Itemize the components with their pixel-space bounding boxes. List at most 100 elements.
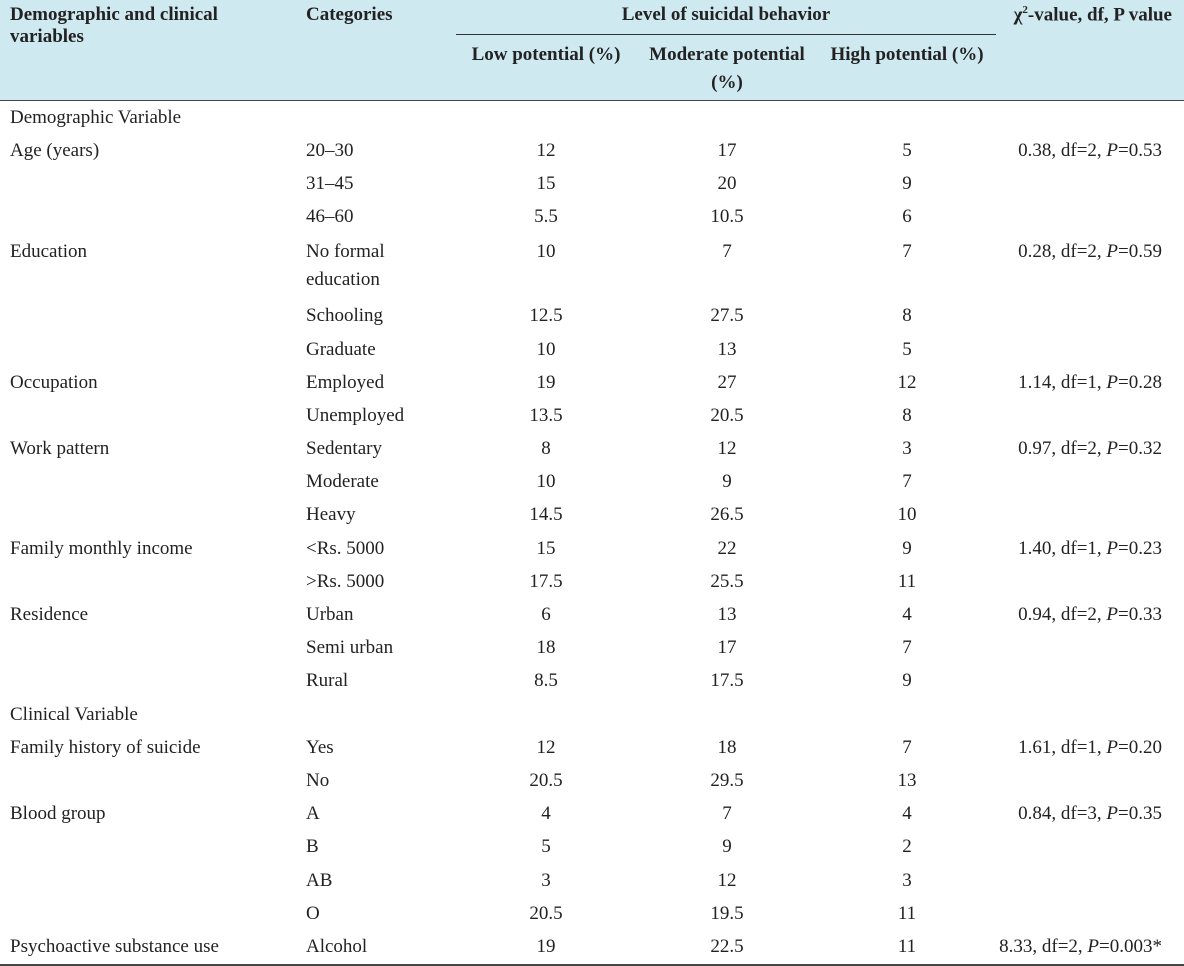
category-cell: Alcohol: [296, 930, 456, 966]
chi-square-cell: [996, 466, 1184, 499]
high-potential-cell: 7: [902, 240, 912, 262]
moderate-potential-cell: 12: [717, 869, 737, 891]
moderate-potential-cell: 20: [717, 172, 737, 194]
chi-square-cell: 1.61, df=1, P=0.20: [996, 731, 1184, 764]
low-potential-cell: 8: [541, 438, 551, 460]
variable-cell: [0, 466, 296, 499]
category-cell: Rural: [306, 670, 349, 692]
variable-cell: [0, 201, 296, 234]
category-cell: Unemployed: [306, 404, 405, 426]
table-row: Rural 8.5 17.5 9: [0, 665, 1184, 698]
category-cell: No: [306, 769, 330, 791]
low-potential-cell: 10: [536, 240, 556, 262]
p-value: =0.32: [1118, 438, 1162, 460]
variable-cell: Psychoactive substance use: [0, 930, 296, 966]
chi-square-cell: [996, 698, 1184, 731]
p-label: P: [1106, 139, 1119, 161]
high-potential-cell: 11: [897, 902, 917, 924]
low-potential-cell: 3: [541, 869, 551, 891]
low-potential-cell: 4: [541, 803, 551, 825]
chi-square-cell: 0.97, df=2, P=0.32: [996, 433, 1184, 466]
table-row: Graduate 10 13 5: [0, 333, 1184, 366]
low-potential-cell: 17.5: [529, 570, 563, 592]
moderate-potential-cell: 27: [717, 371, 737, 393]
chi-square-value: 0.28, df=2,: [1018, 240, 1107, 262]
chi-square-cell: [996, 499, 1184, 532]
low-potential-cell: 15: [536, 537, 556, 559]
high-potential-cell: 2: [902, 836, 912, 858]
category-cell: 31–45: [306, 172, 354, 194]
low-potential-cell: 12: [536, 736, 556, 758]
chi-square-cell: [996, 101, 1184, 135]
low-potential-cell: 5: [541, 836, 551, 858]
table-body: Demographic Variable Age (years) 20–30 12 17…: [0, 101, 1184, 966]
variable-cell: [0, 764, 296, 797]
variable-cell: Family monthly income: [10, 537, 193, 559]
high-potential-cell: 9: [902, 172, 912, 194]
moderate-potential-cell: 12: [717, 438, 737, 460]
moderate-potential-cell: 22.5: [636, 930, 818, 966]
low-potential-cell: 10: [536, 471, 556, 493]
p-value: =0.003*: [1099, 935, 1162, 957]
low-potential-cell: 13.5: [529, 404, 563, 426]
moderate-potential-cell: 9: [722, 471, 732, 493]
high-potential-cell: 6: [902, 206, 912, 228]
chi-square-cell: [996, 201, 1184, 234]
low-potential-cell: 20.5: [529, 769, 563, 791]
chi-square-cell: [996, 167, 1184, 200]
variable-cell: Work pattern: [10, 438, 110, 460]
table-row: Family monthly income <Rs. 5000 15 22 9 1.40,…: [0, 532, 1184, 565]
variable-cell: [0, 167, 296, 200]
variable-cell: [0, 897, 296, 930]
high-potential-cell: 10: [897, 504, 917, 526]
chi-square-cell: [996, 632, 1184, 665]
low-potential-cell: 19: [456, 930, 636, 966]
table-row: >Rs. 5000 17.5 25.5 11: [0, 565, 1184, 598]
table-row: Work pattern Sedentary 8 12 3 0.97, df=2, P=0…: [0, 433, 1184, 466]
header-chi-square: χ2-value, df, P value: [996, 0, 1184, 101]
moderate-potential-cell: 7: [722, 803, 732, 825]
chi-square-cell: [996, 864, 1184, 897]
header-categories: Categories: [296, 0, 456, 101]
moderate-potential-cell: 20.5: [710, 404, 744, 426]
variable-cell: [0, 300, 296, 333]
moderate-potential-cell: 17: [717, 637, 737, 659]
p-value: =0.33: [1118, 604, 1162, 626]
variable-cell: [0, 333, 296, 366]
category-cell: <Rs. 5000: [306, 537, 385, 559]
table-row: Age (years) 20–30 12 17 5 0.38, df=2, P=0.53: [0, 134, 1184, 167]
table-row: Heavy 14.5 26.5 10: [0, 499, 1184, 532]
low-potential-cell: 5.5: [534, 206, 558, 228]
category-cell: Heavy: [306, 504, 356, 526]
moderate-potential-cell: [636, 101, 818, 135]
table-row: 31–45 15 20 9: [0, 167, 1184, 200]
table-row: Demographic Variable: [0, 101, 1184, 135]
category-cell: A: [306, 803, 320, 825]
variable-cell: [0, 665, 296, 698]
moderate-potential-cell: [636, 698, 818, 731]
category-cell: Employed: [306, 371, 385, 393]
table-row: O 20.5 19.5 11: [0, 897, 1184, 930]
chi-square-cell: 0.94, df=2, P=0.33: [996, 598, 1184, 631]
high-potential-cell: [818, 698, 996, 731]
chi-square-cell: [996, 897, 1184, 930]
p-value: =0.35: [1118, 803, 1162, 825]
chi-square-value: 1.61, df=1,: [1018, 736, 1107, 758]
table-header: Demographic and clinical variables Categ…: [0, 0, 1184, 101]
table-row: Unemployed 13.5 20.5 8: [0, 399, 1184, 432]
p-label: P: [1106, 240, 1119, 262]
low-potential-cell: 12: [536, 139, 556, 161]
moderate-potential-cell: 27.5: [710, 305, 744, 327]
p-label: P: [1106, 537, 1119, 559]
category-cell: O: [306, 902, 320, 924]
high-potential-cell: 13: [897, 769, 917, 791]
table-row: Family history of suicide Yes 12 18 7 1.61, d…: [0, 731, 1184, 764]
high-potential-cell: 11: [818, 930, 996, 966]
header-level-group: Level of suicidal behavior: [456, 0, 996, 35]
p-label: P: [1106, 371, 1119, 393]
chi-square-value: 0.97, df=2,: [1018, 438, 1107, 460]
chi-square-cell: 0.28, df=2, P=0.59: [996, 234, 1184, 300]
header-chi-superscript: 2: [1022, 4, 1028, 16]
low-potential-cell: [456, 101, 636, 135]
category-cell: 20–30: [306, 139, 354, 161]
